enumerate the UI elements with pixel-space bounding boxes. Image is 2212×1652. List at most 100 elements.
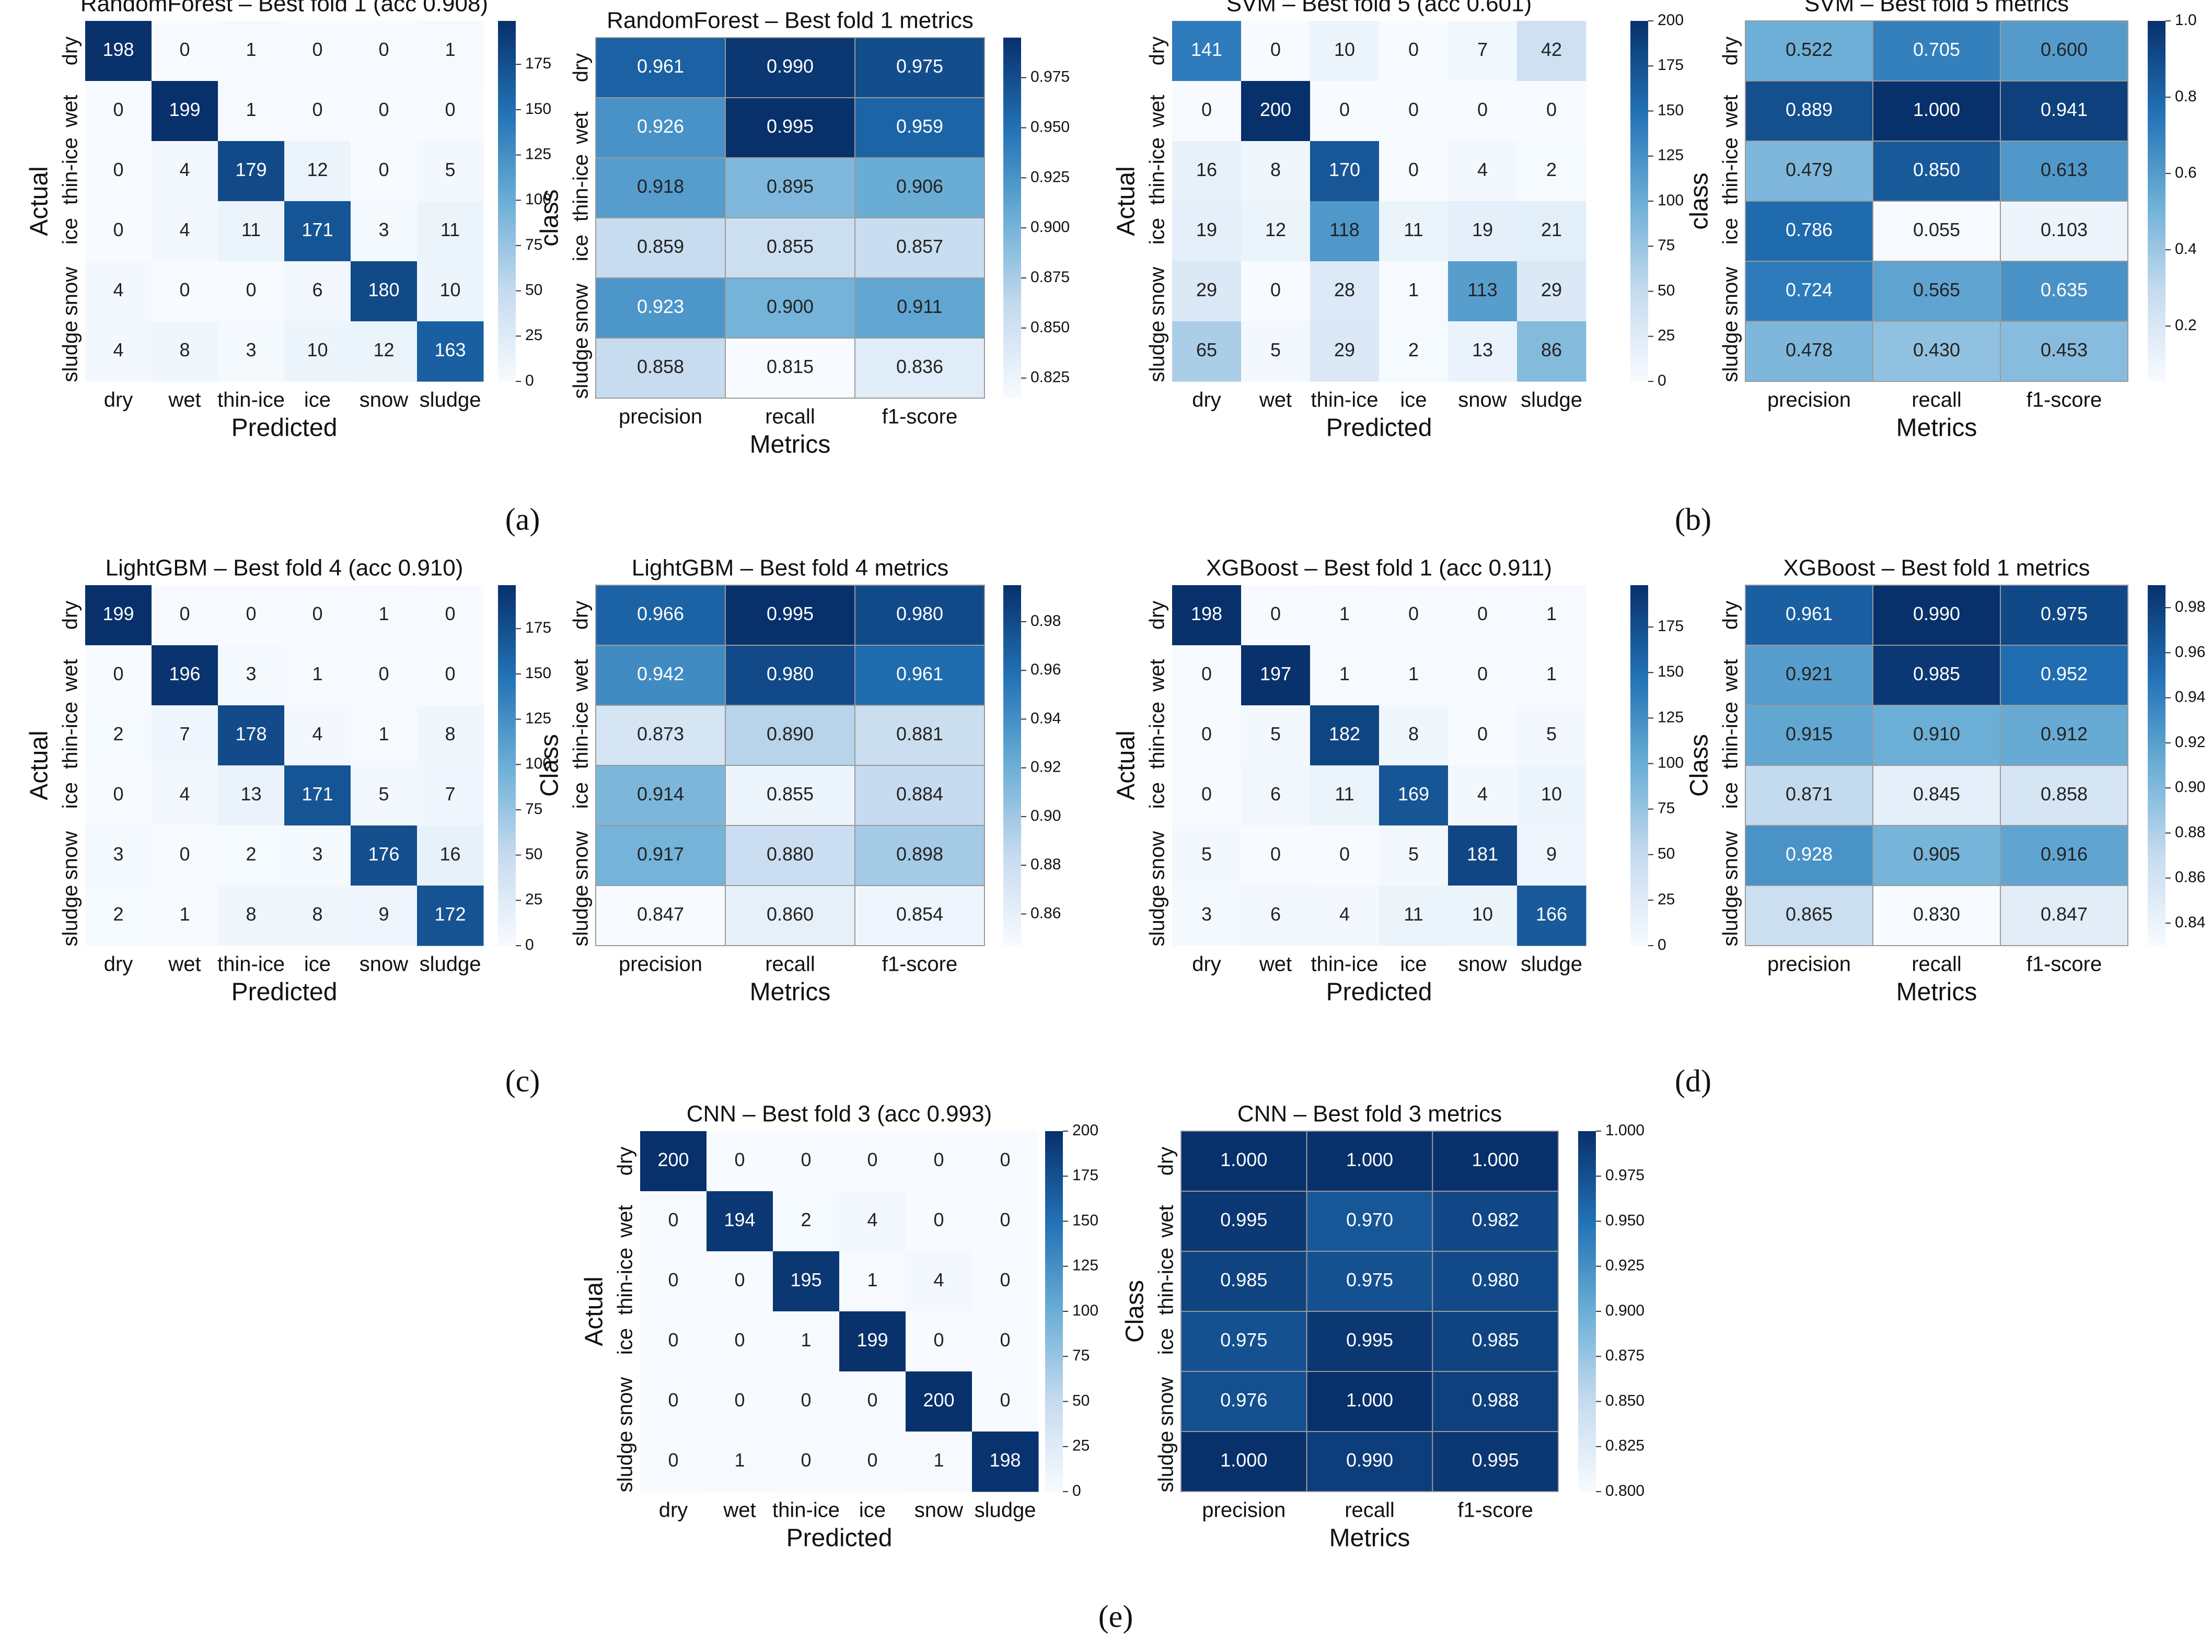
cell-value-label: 0.565 bbox=[1913, 279, 1960, 300]
x-axis-label: Predicted bbox=[786, 1525, 893, 1552]
colorbar-tick-label: 150 bbox=[525, 665, 551, 682]
heatmap-cell bbox=[1172, 765, 1242, 826]
colorbar bbox=[1578, 1131, 1596, 1492]
cell-value-label: 8 bbox=[179, 339, 190, 360]
colorbar-tick-label: 0.850 bbox=[1605, 1392, 1644, 1409]
y-tick-label: wet bbox=[614, 1205, 637, 1238]
heatmap-cell bbox=[1379, 21, 1449, 82]
heatmap-cell bbox=[972, 1311, 1039, 1372]
cell-value-label: 0.917 bbox=[637, 843, 684, 865]
y-tick-label: wet bbox=[59, 659, 82, 692]
heatmap-cell bbox=[1310, 765, 1380, 826]
y-tick-label: dry bbox=[59, 37, 82, 66]
cell-value-label: 182 bbox=[1329, 723, 1360, 744]
cell-value-label: 6 bbox=[1270, 783, 1281, 805]
cell-value-label: 0 bbox=[668, 1389, 678, 1411]
cell-value-label: 0.865 bbox=[1786, 903, 1833, 925]
x-tick-label: snow bbox=[914, 1499, 963, 1522]
cell-value-label: 0.918 bbox=[637, 176, 684, 197]
colorbar-tick-label: 0 bbox=[1072, 1482, 1081, 1499]
cell-value-label: 0.858 bbox=[2041, 783, 2088, 805]
cell-value-label: 200 bbox=[923, 1389, 954, 1411]
cell-value-label: 170 bbox=[1329, 159, 1360, 180]
colorbar-tick-label: 125 bbox=[525, 710, 551, 727]
cell-value-label: 0.815 bbox=[767, 356, 814, 377]
cell-value-label: 0 bbox=[312, 603, 322, 624]
cell-value-label: 0.910 bbox=[1913, 723, 1960, 744]
heatmap-cell bbox=[1310, 21, 1380, 82]
heatmap-cell bbox=[284, 886, 351, 946]
cell-value-label: 10 bbox=[1334, 39, 1355, 60]
y-tick-label: wet bbox=[1146, 95, 1169, 127]
y-tick-label: sludge bbox=[1719, 885, 1742, 947]
cell-value-label: 3 bbox=[246, 663, 256, 684]
cell-value-label: 200 bbox=[1260, 99, 1291, 120]
heatmap-cell bbox=[1517, 261, 1586, 322]
heatmap-cell bbox=[595, 825, 726, 886]
heatmap-cell bbox=[85, 825, 152, 886]
panel-label: (c) bbox=[505, 1064, 540, 1098]
cell-value-label: 0 bbox=[1408, 603, 1419, 624]
heatmap-cell bbox=[2000, 321, 2128, 382]
cell-value-label: 19 bbox=[1472, 219, 1493, 240]
colorbar-tick-label: 0.875 bbox=[1030, 269, 1070, 286]
cell-value-label: 0.613 bbox=[2041, 159, 2088, 180]
heatmap-cell bbox=[1241, 21, 1311, 82]
cell-value-label: 10 bbox=[439, 279, 460, 300]
x-tick-label: precision bbox=[619, 405, 702, 428]
heatmap-cell bbox=[1310, 81, 1380, 142]
x-tick-label: f1-score bbox=[2026, 953, 2102, 976]
colorbar-tick-label: 0.2 bbox=[2175, 317, 2197, 334]
cell-value-label: 12 bbox=[373, 339, 394, 360]
heatmap-cell bbox=[1517, 141, 1586, 202]
colorbar-tick-label: 0.950 bbox=[1605, 1212, 1644, 1229]
heatmap-cell bbox=[85, 585, 152, 646]
cell-value-label: 2 bbox=[801, 1209, 811, 1230]
cell-value-label: 0.915 bbox=[1786, 723, 1833, 744]
y-tick-label: ice bbox=[1146, 218, 1169, 245]
heatmap-cell bbox=[1517, 201, 1586, 262]
y-tick-label: thin-ice bbox=[1155, 1248, 1178, 1315]
cell-value-label: 0.881 bbox=[896, 723, 943, 744]
y-tick-label: wet bbox=[570, 111, 593, 144]
cell-value-label: 1.000 bbox=[1913, 99, 1960, 120]
heatmap-cell bbox=[707, 1432, 773, 1492]
x-tick-label: sludge bbox=[420, 389, 481, 412]
cell-value-label: 0.871 bbox=[1786, 783, 1833, 805]
y-axis-label: Actual bbox=[581, 1276, 608, 1346]
cell-value-label: 163 bbox=[434, 339, 466, 360]
heatmap-9: CNN – Best fold 3 (acc 0.993)200 0 0 0 0 00 19… bbox=[581, 1101, 1098, 1552]
cell-value-label: 171 bbox=[302, 219, 333, 240]
colorbar-tick-label: 0.98 bbox=[1030, 612, 1061, 630]
cell-value-label: 13 bbox=[240, 783, 261, 805]
heatmap-cell bbox=[284, 81, 351, 142]
heatmap-cell bbox=[707, 1371, 773, 1432]
heatmap-cell bbox=[351, 886, 418, 946]
x-tick-label: ice bbox=[304, 953, 331, 976]
x-tick-label: sludge bbox=[420, 953, 481, 976]
cell-value-label: 1.000 bbox=[1220, 1149, 1267, 1170]
cell-value-label: 9 bbox=[1546, 843, 1557, 865]
cell-value-label: 0 bbox=[1339, 843, 1350, 865]
cell-value-label: 0 bbox=[179, 843, 190, 865]
colorbar-tick-label: 25 bbox=[1072, 1437, 1090, 1455]
heatmap-cell bbox=[1432, 1131, 1559, 1192]
heatmap-1: RandomForest – Best fold 1 (acc 0.908) 19… bbox=[26, 0, 551, 442]
cell-value-label: 198 bbox=[102, 39, 134, 60]
heatmap-cell bbox=[595, 37, 726, 98]
x-axis-label: Metrics bbox=[750, 979, 831, 1006]
x-tick-label: recall bbox=[765, 405, 815, 428]
y-tick-label: ice bbox=[570, 782, 593, 809]
heatmap-4: SVM – Best fold 5 metrics 0.522 0.705 0.600… bbox=[1686, 0, 2197, 442]
heatmap-cell bbox=[284, 21, 351, 82]
cell-value-label: 0 bbox=[378, 159, 389, 180]
heatmap-cell bbox=[152, 141, 218, 202]
x-tick-label: wet bbox=[168, 389, 201, 412]
colorbar-tick-label: 75 bbox=[1072, 1347, 1090, 1364]
cell-value-label: 0.859 bbox=[637, 236, 684, 257]
heatmap-cell bbox=[1379, 825, 1449, 886]
cell-value-label: 0.975 bbox=[1346, 1269, 1393, 1290]
y-tick-label: dry bbox=[570, 601, 593, 630]
x-axis-label: Predicted bbox=[1326, 414, 1432, 442]
colorbar-tick-label: 0.84 bbox=[2175, 914, 2205, 931]
